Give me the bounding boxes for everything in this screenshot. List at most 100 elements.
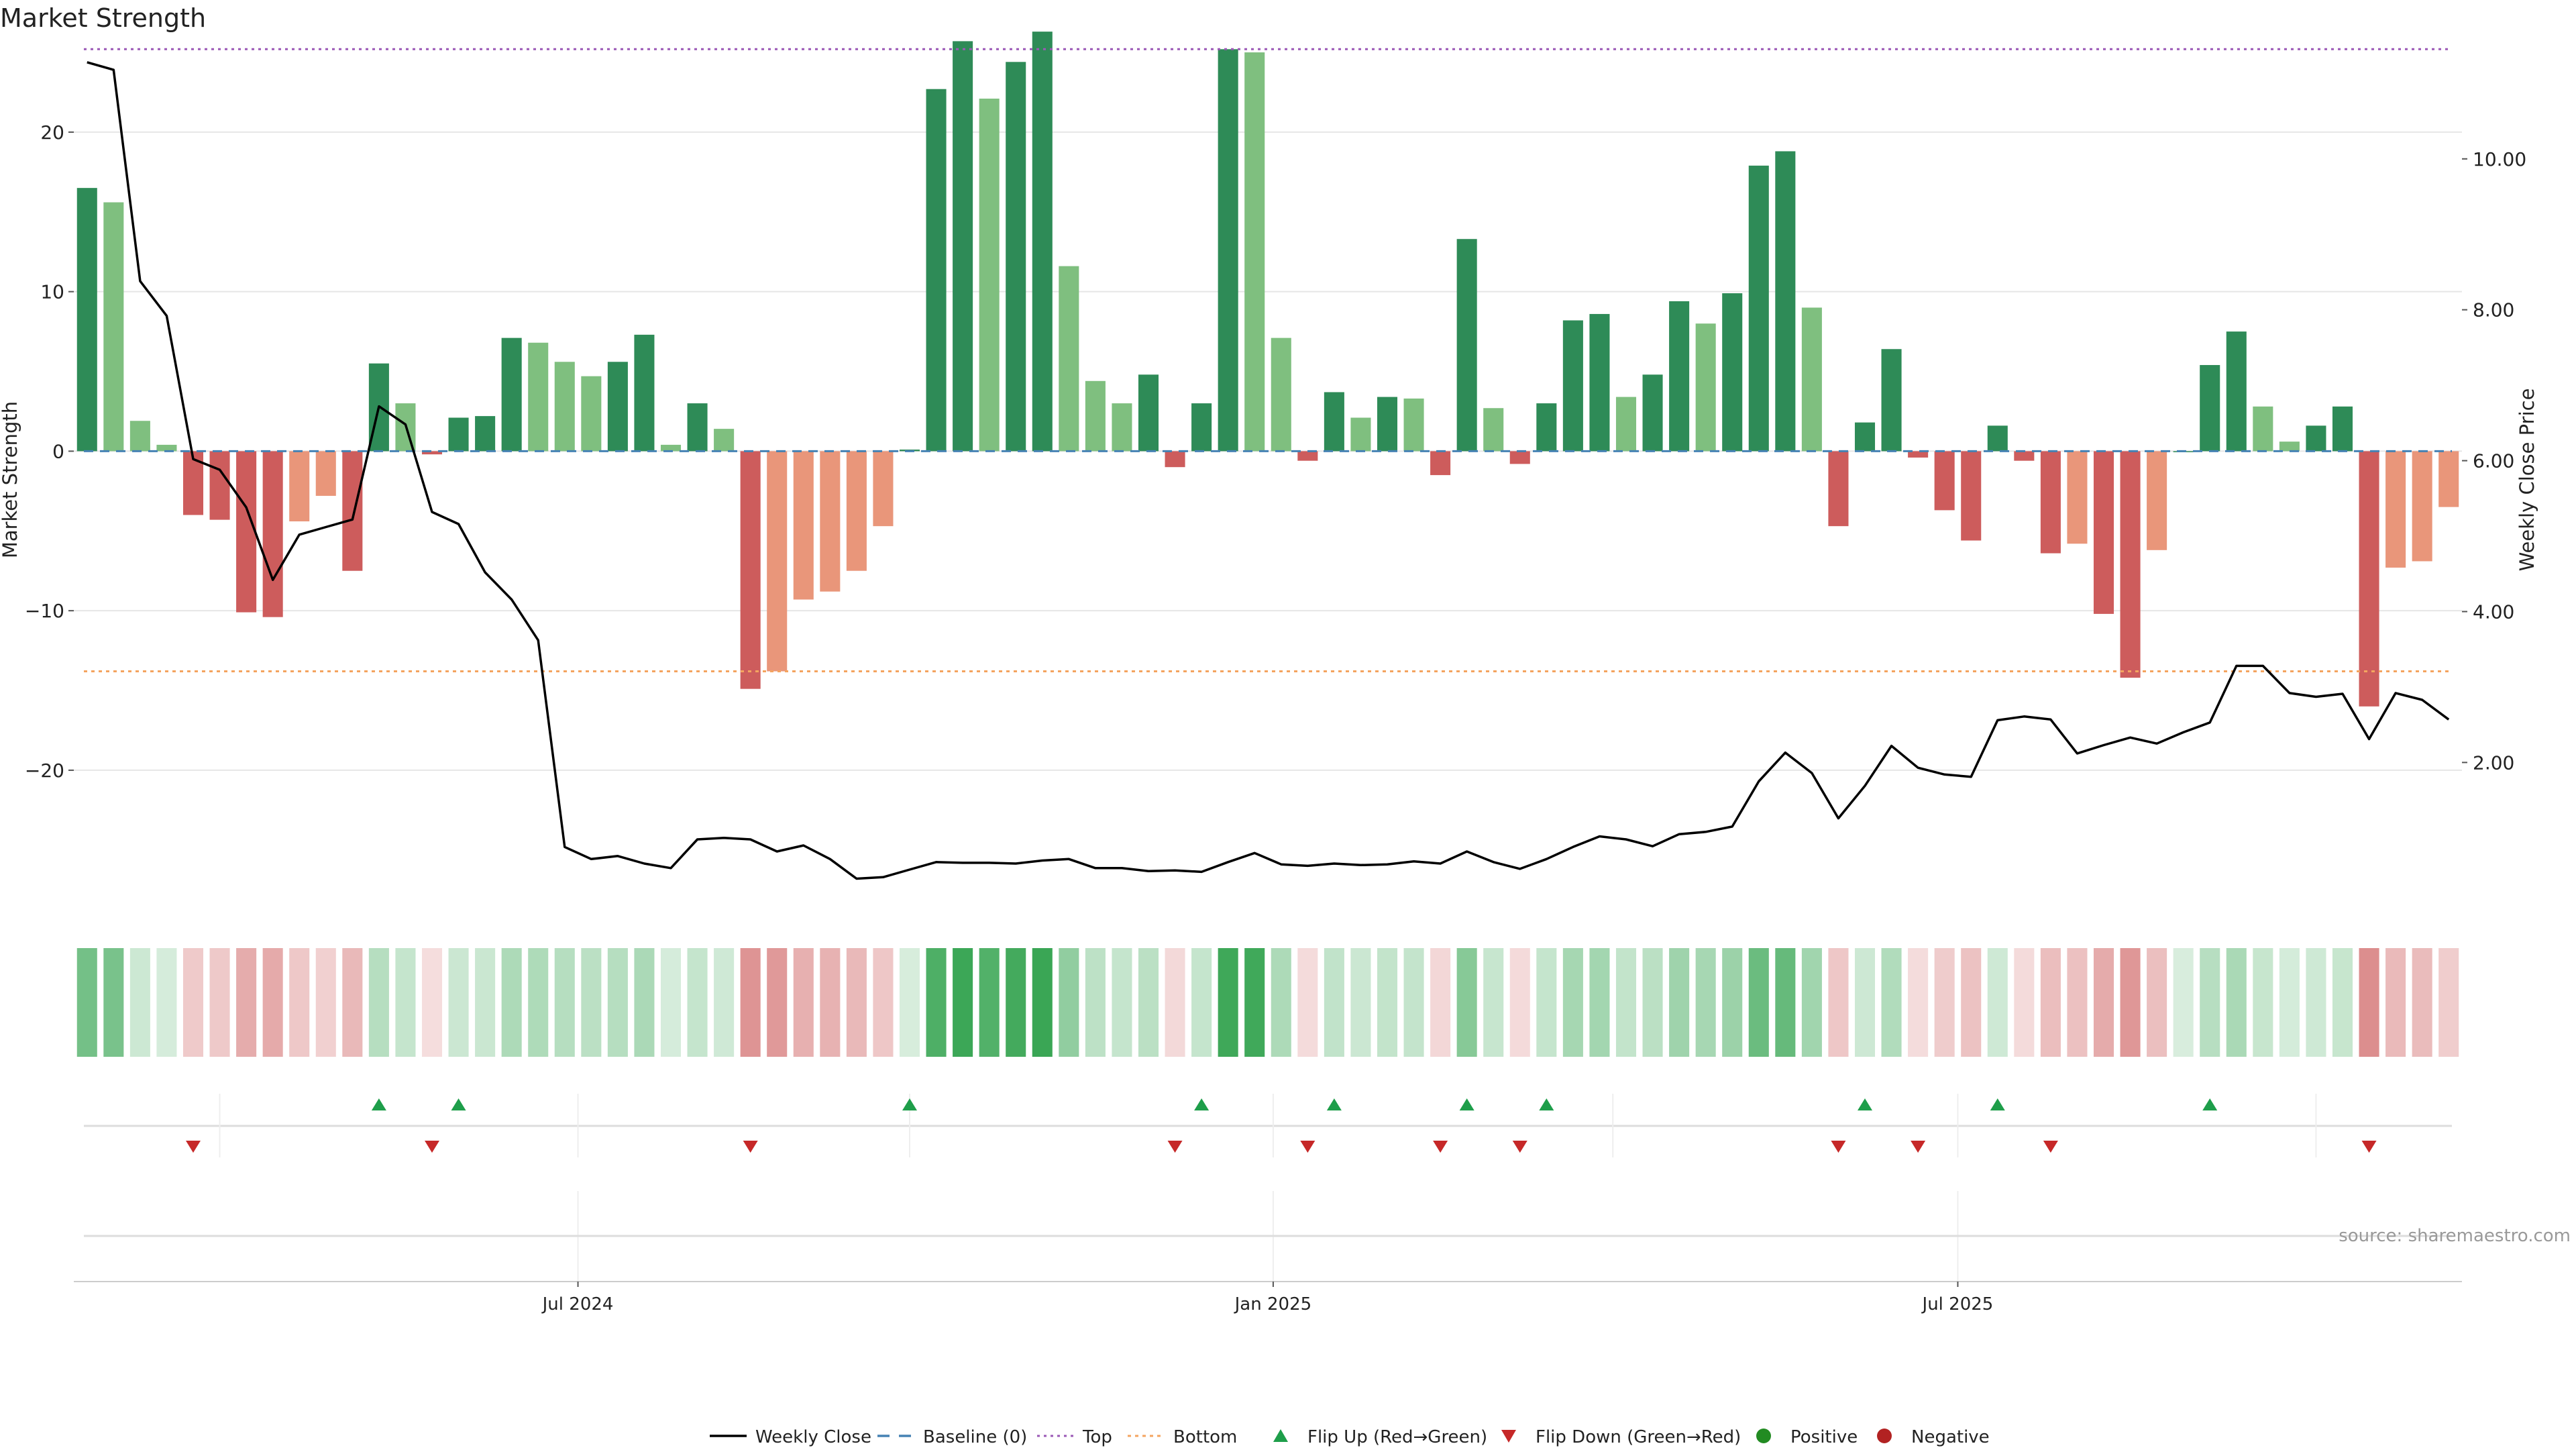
positive-strength-bar <box>2306 425 2326 452</box>
flip-up-marker <box>1858 1098 1872 1110</box>
flip-down-marker <box>1831 1141 1846 1153</box>
heat-strip-cell <box>315 948 336 1057</box>
positive-strength-bar <box>1244 52 1265 452</box>
y2-tick-label: 10.00 <box>2473 148 2526 170</box>
heat-strip-cell <box>2226 948 2247 1057</box>
positive-strength-bar <box>448 417 469 452</box>
x-tick-label: Jul 2025 <box>1921 1294 1994 1314</box>
heat-strip-cell <box>581 948 602 1057</box>
heat-strip-cell <box>899 948 920 1057</box>
heat-strip-cell <box>1297 948 1318 1057</box>
heat-strip-cell <box>1642 948 1663 1057</box>
negative-strength-bar <box>2412 451 2432 562</box>
heat-strip-cell <box>368 948 389 1057</box>
heat-strip-cell <box>660 948 682 1057</box>
positive-strength-bar <box>1032 32 1053 452</box>
negative-strength-bar <box>2093 451 2114 614</box>
strength-heat-strip <box>76 948 2459 1057</box>
positive-strength-bar <box>1218 49 1238 452</box>
positive-strength-bar <box>2226 331 2247 452</box>
heat-strip-cell <box>1695 948 1716 1057</box>
negative-strength-bar <box>421 451 443 455</box>
heat-strip-cell <box>1244 948 1265 1057</box>
positive-strength-bar <box>1695 323 1716 452</box>
heat-strip-cell <box>873 948 894 1057</box>
flip-down-marker <box>1512 1141 1527 1153</box>
heat-strip-cell <box>1191 948 1212 1057</box>
y2-tick-label: 4.00 <box>2473 601 2514 623</box>
heat-strip-cell <box>129 948 150 1057</box>
heat-strip-cell <box>793 948 814 1057</box>
negative-strength-bar <box>873 451 894 527</box>
heat-strip-cell <box>554 948 575 1057</box>
heat-strip-cell <box>103 948 124 1057</box>
flip-down-marker <box>186 1141 201 1153</box>
negative-strength-bar <box>2385 451 2406 568</box>
negative-strength-bar <box>793 451 814 600</box>
flip-down-marker <box>1911 1141 1926 1153</box>
positive-strength-bar <box>1589 313 1610 452</box>
heat-strip-cell <box>76 948 97 1057</box>
negative-strength-bar <box>1430 451 1451 476</box>
heat-strip-cell <box>262 948 283 1057</box>
heat-strip-cell <box>1271 948 1291 1057</box>
legend: Weekly Close Baseline (0) Top Bottom Flip Up… <box>710 1427 1990 1447</box>
heat-strip-cell <box>953 948 973 1057</box>
heat-strip-cell <box>2306 948 2326 1057</box>
flip-up-marker <box>2202 1098 2218 1110</box>
heat-strip-cell <box>1456 948 1477 1057</box>
heat-strip-cell <box>2332 948 2353 1057</box>
heat-strip-cell <box>2253 948 2273 1057</box>
positive-strength-bar <box>1112 403 1132 452</box>
positive-strength-bar <box>607 362 628 452</box>
flip-down-marker <box>743 1141 758 1153</box>
flip-down-marker <box>2043 1141 2058 1153</box>
heat-strip-cell <box>1775 948 1796 1057</box>
heat-strip-cell <box>209 948 230 1057</box>
heat-strip-cell <box>1828 948 1849 1057</box>
heat-strip-cell <box>475 948 496 1057</box>
positive-strength-bar <box>1775 151 1796 452</box>
legend-swatch-negative <box>1877 1429 1892 1443</box>
heat-strip-cell <box>2359 948 2379 1057</box>
legend-label: Flip Up (Red→Green) <box>1307 1427 1487 1447</box>
flip-up-marker <box>1459 1098 1474 1110</box>
positive-strength-bar <box>554 362 575 452</box>
flip-up-marker <box>902 1098 917 1110</box>
legend-label: Bottom <box>1173 1427 1237 1447</box>
flip-up-marker <box>1990 1098 2005 1110</box>
heat-strip-cell <box>607 948 628 1057</box>
y-tick-label: −10 <box>25 600 64 622</box>
positive-strength-bar <box>1722 293 1743 452</box>
flip-down-marker <box>425 1141 439 1153</box>
heat-strip-cell <box>687 948 708 1057</box>
heat-strip-cell <box>2067 948 2088 1057</box>
heat-strip-cell <box>2147 948 2167 1057</box>
heat-strip-cell <box>1881 948 1902 1057</box>
positive-strength-bar <box>156 444 177 452</box>
positive-strength-bar <box>1138 374 1159 452</box>
legend-item-line: Weekly Close <box>710 1427 871 1447</box>
legend-label: Weekly Close <box>755 1427 871 1447</box>
legend-label: Baseline (0) <box>923 1427 1027 1447</box>
heat-strip-cell <box>395 948 416 1057</box>
heat-strip-cell <box>1589 948 1610 1057</box>
heat-strip-cell <box>448 948 469 1057</box>
heat-strip-cell <box>501 948 522 1057</box>
negative-strength-bar <box>767 451 788 672</box>
positive-strength-bar <box>953 41 973 452</box>
legend-label: Positive <box>1790 1427 1858 1447</box>
legend-swatch-positive <box>1756 1429 1771 1443</box>
negative-strength-bar <box>740 451 761 689</box>
heat-strip-cell <box>1615 948 1637 1057</box>
positive-strength-bar <box>1748 165 1769 452</box>
flip-up-marker <box>1326 1098 1342 1110</box>
positive-strength-bar <box>1006 62 1026 452</box>
y2-axis-label: Weekly Close Price <box>2516 388 2538 572</box>
heat-strip-cell <box>1324 948 1344 1057</box>
heat-strip-cell <box>2120 948 2141 1057</box>
negative-strength-bar <box>1961 451 1982 541</box>
heat-strip-cell <box>1112 948 1132 1057</box>
negative-strength-bar <box>2147 451 2167 550</box>
